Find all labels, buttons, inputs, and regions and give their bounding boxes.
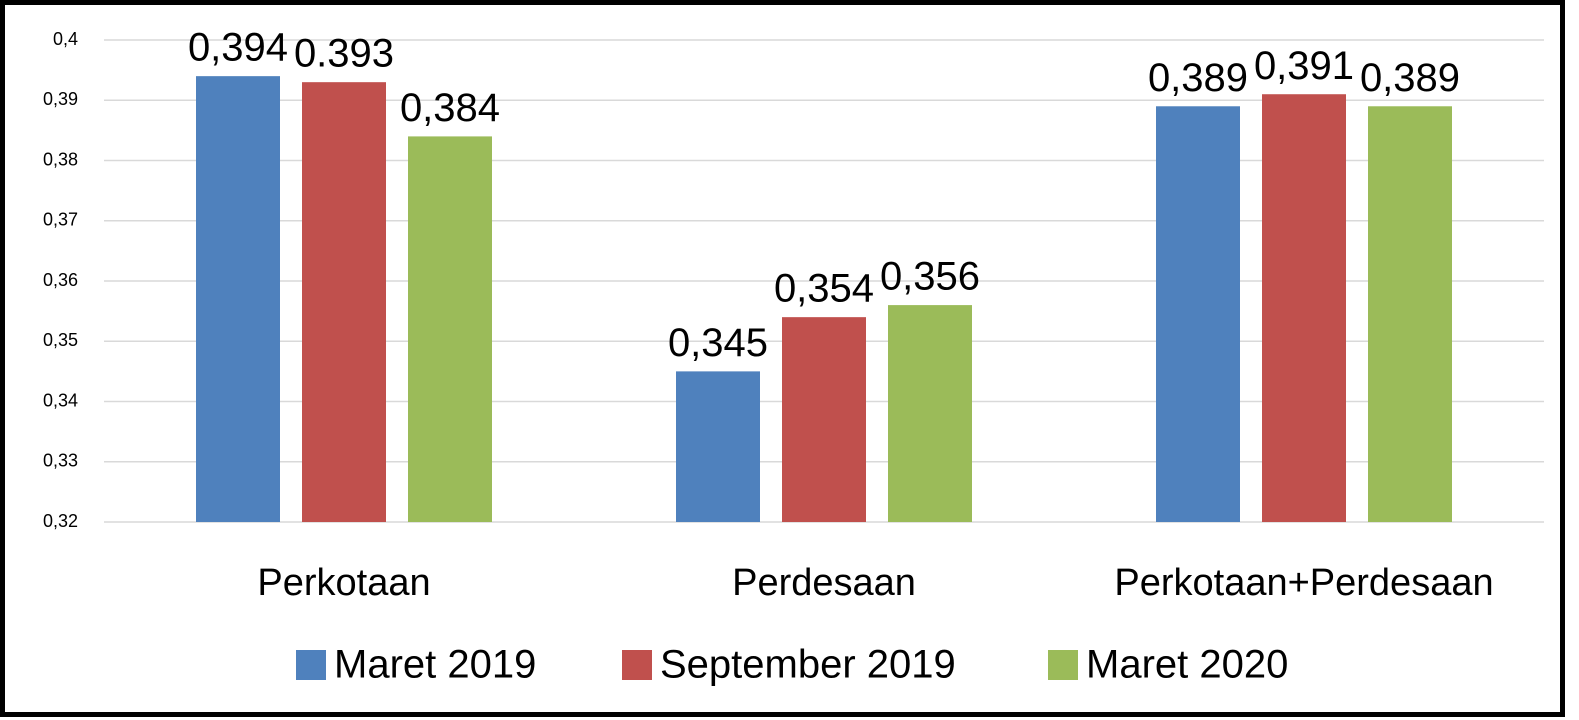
value-label: 0.393 (294, 32, 394, 76)
value-label: 0,354 (774, 267, 874, 311)
bar (408, 136, 492, 522)
value-label: 0,394 (188, 26, 288, 70)
y-tick-label: 0,32 (43, 511, 78, 531)
bar (1156, 106, 1240, 523)
legend-label: Maret 2020 (1086, 643, 1288, 687)
bar (888, 305, 972, 522)
legend-swatch (296, 650, 326, 680)
legend-swatch (622, 650, 652, 680)
y-tick-label: 0,35 (43, 330, 78, 350)
y-tick-label: 0,37 (43, 210, 78, 230)
y-tick-label: 0,33 (43, 451, 78, 471)
value-label: 0,345 (668, 321, 768, 365)
value-label: 0,384 (400, 86, 500, 130)
legend-label: September 2019 (660, 643, 956, 687)
y-tick-label: 0,38 (43, 149, 78, 169)
value-label: 0,389 (1148, 56, 1248, 100)
bar (1368, 106, 1452, 523)
bar (1262, 94, 1346, 522)
bar (676, 371, 760, 522)
bar (302, 82, 386, 523)
y-tick-label: 0,4 (53, 29, 78, 49)
x-tick-label: Perdesaan (732, 562, 916, 604)
legend-swatch (1048, 650, 1078, 680)
y-tick-label: 0,36 (43, 270, 78, 290)
x-tick-label: Perkotaan (257, 562, 430, 604)
value-label: 0,389 (1360, 56, 1460, 100)
value-label: 0,391 (1254, 44, 1354, 88)
y-tick-label: 0,34 (43, 390, 78, 410)
bar (782, 317, 866, 522)
y-tick-label: 0,39 (43, 89, 78, 109)
value-label: 0,356 (880, 255, 980, 299)
legend-label: Maret 2019 (334, 643, 536, 687)
bar (196, 76, 280, 523)
x-tick-label: Perkotaan+Perdesaan (1114, 562, 1493, 604)
